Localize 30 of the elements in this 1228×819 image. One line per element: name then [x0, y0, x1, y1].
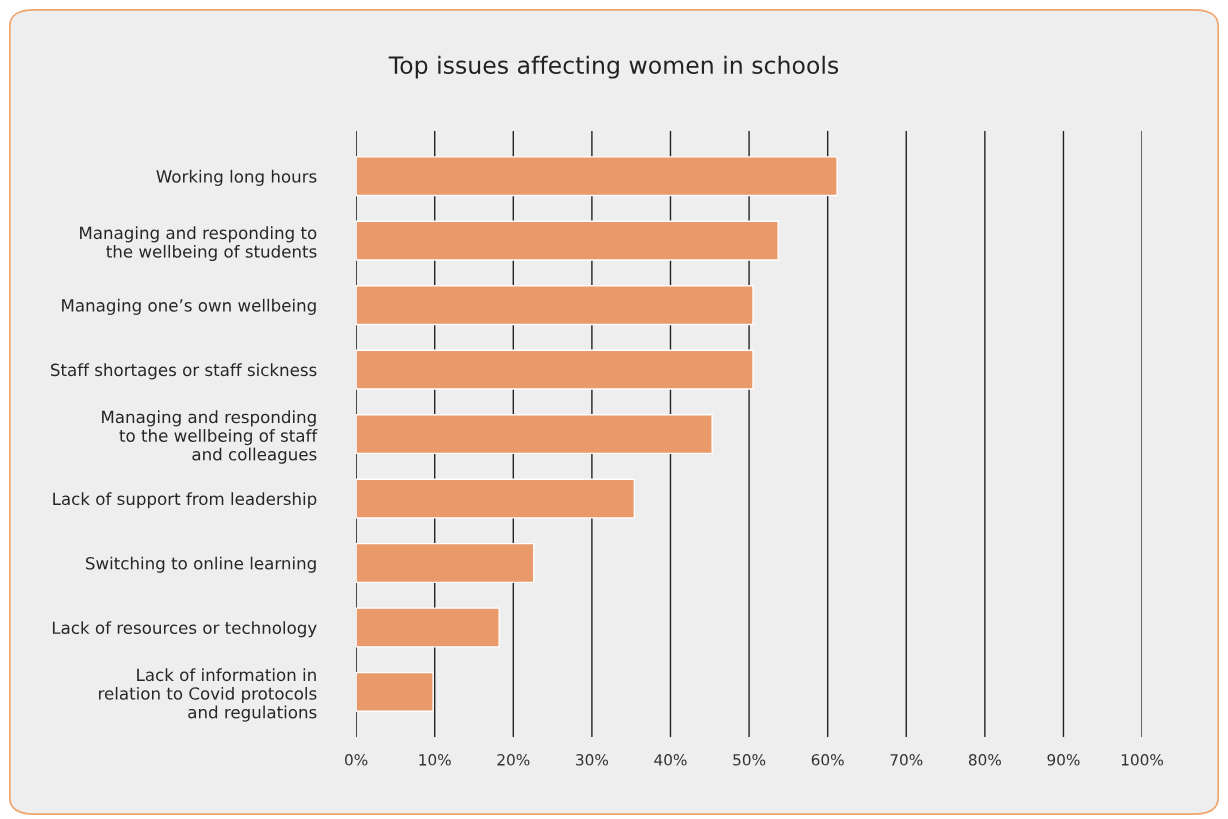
- bar: [356, 607, 500, 648]
- y-tick-label: Lack of information in relation to Covid protocols and regulations: [99, 668, 317, 722]
- x-tick-label: 50%: [733, 754, 766, 766]
- y-tick-label: Lack of resources or technology: [52, 621, 317, 638]
- y-tick-label: Switching to online learning: [86, 556, 316, 573]
- y-tick-label: Managing one’s own wellbeing: [62, 298, 316, 315]
- y-tick-label: Managing and responding to the wellbeing of staff and colleagues: [102, 410, 318, 464]
- y-tick-label: Lack of support from leadership: [53, 492, 317, 509]
- x-tick-label: 40%: [654, 754, 687, 766]
- x-tick-label: 30%: [576, 754, 609, 766]
- x-tick-label: 100%: [1121, 754, 1164, 766]
- y-tick-label: Managing and responding to the wellbeing of students: [80, 226, 317, 262]
- x-tick-label: 10%: [419, 754, 451, 766]
- x-tick-label: 20%: [497, 754, 530, 766]
- chart-title: Top issues affecting women in schools: [388, 55, 839, 79]
- bar: [356, 349, 754, 390]
- bar: [356, 542, 535, 584]
- x-tick-label: 90%: [1047, 754, 1080, 766]
- bar: [356, 285, 754, 326]
- x-tick-label: 60%: [811, 754, 844, 766]
- bar: [356, 220, 779, 261]
- bar: [356, 671, 434, 713]
- x-tick-label: 80%: [968, 754, 1001, 766]
- bar: [356, 478, 636, 519]
- y-tick-label: Staff shortages or staff sickness: [51, 363, 317, 380]
- x-tick-label: 70%: [890, 754, 923, 766]
- bar: [356, 414, 713, 455]
- x-tick-label: 0%: [345, 754, 368, 766]
- bar: [356, 156, 838, 197]
- y-tick-label: Working long hours: [156, 169, 317, 186]
